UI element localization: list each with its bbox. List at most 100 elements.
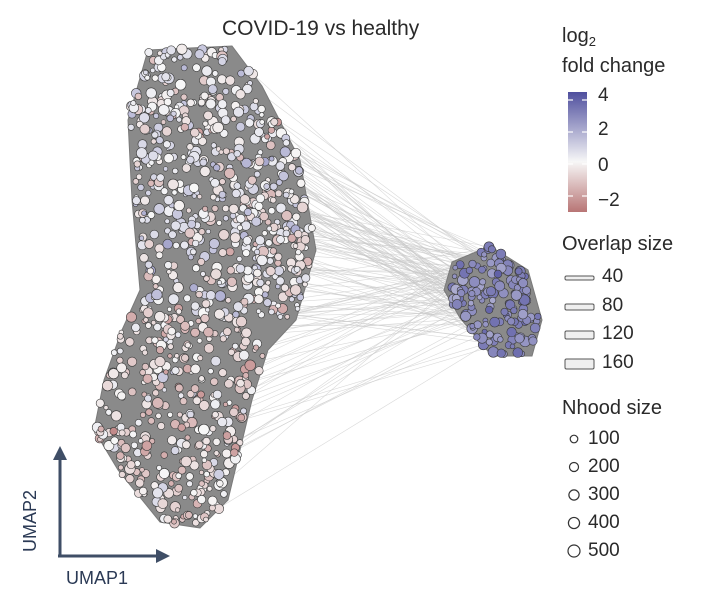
nhood-point — [294, 229, 303, 239]
nhood-point — [172, 167, 179, 175]
nhood-point — [300, 235, 311, 245]
nhood-point — [290, 147, 302, 159]
nhood-point — [198, 480, 205, 487]
nhood-point — [156, 345, 165, 354]
nhood-point — [468, 290, 476, 298]
nhood-point — [125, 474, 135, 484]
nhood-point — [176, 411, 183, 418]
nhood-point — [163, 166, 169, 172]
nhood-point — [186, 390, 195, 398]
nhood-point — [116, 362, 127, 374]
nhood-point — [138, 438, 144, 444]
nhood-point — [213, 469, 225, 480]
nhood-point — [143, 307, 154, 318]
nhood-point — [256, 278, 265, 287]
nhood-point — [161, 126, 172, 137]
nhood-point — [493, 269, 503, 279]
nhood-point — [257, 105, 266, 113]
nhood-point — [177, 423, 186, 432]
nhood-point — [270, 118, 279, 126]
nhood-point — [163, 153, 174, 164]
nhood-point — [199, 158, 208, 167]
nhood-point — [110, 410, 122, 422]
nhood-node-layer — [91, 43, 542, 529]
nhood-point — [166, 45, 176, 56]
nhood-point — [222, 88, 230, 95]
nhood-point — [180, 154, 187, 160]
nhood-point — [141, 440, 153, 451]
nhood-point — [155, 136, 164, 145]
nhood-point — [160, 451, 168, 459]
nhood-point — [182, 494, 188, 501]
nhood-point — [117, 391, 127, 401]
nhood-point — [282, 139, 290, 147]
nhood-point — [518, 278, 528, 288]
nhood-point — [167, 411, 173, 418]
nhood-point — [265, 279, 271, 286]
nhood-point — [245, 118, 254, 128]
overlap-edge — [212, 338, 520, 429]
nhood-point — [190, 489, 198, 497]
overlap-size-key — [564, 275, 595, 281]
nhood-point — [192, 264, 201, 273]
nhood-point — [296, 178, 306, 188]
nhood-point — [152, 283, 159, 290]
nhood-point — [489, 296, 497, 304]
nhood-point — [256, 308, 262, 314]
nhood-point — [263, 298, 272, 307]
nhood-point — [196, 337, 203, 344]
nhood-point — [210, 142, 217, 149]
nhood-point — [265, 239, 273, 247]
nhood-point — [202, 437, 211, 446]
nhood-point — [163, 97, 172, 107]
nhood-point — [232, 342, 239, 350]
nhood-point — [217, 57, 227, 66]
umap-axes — [53, 446, 170, 563]
nhood-point — [203, 275, 210, 282]
nhood-point — [256, 254, 268, 266]
nhood-point — [186, 155, 195, 164]
nhood-point — [176, 43, 188, 55]
overlap-size-key — [564, 330, 595, 340]
nhood-point — [139, 369, 146, 376]
overlap-size-key — [564, 303, 595, 311]
nhood-point — [145, 107, 152, 114]
nhood-point — [198, 423, 210, 436]
nhood-point — [506, 327, 517, 338]
nhood-point — [497, 336, 504, 343]
nhood-point — [190, 327, 200, 338]
nhood-point — [205, 307, 211, 313]
nhood-point — [176, 315, 185, 324]
nhood-point — [201, 299, 211, 309]
nhood-point — [198, 400, 210, 411]
nhood-point — [205, 98, 217, 110]
nhood-point — [150, 320, 157, 326]
nhood-key-label: 400 — [588, 512, 620, 533]
overlap-edge — [204, 324, 519, 518]
nhood-point — [468, 276, 481, 288]
nhood-point — [195, 290, 203, 299]
nhood-point — [254, 127, 264, 137]
nhood-point — [510, 307, 518, 315]
nhood-point — [180, 123, 189, 132]
nhood-point — [266, 140, 276, 150]
overlap-key-label: 80 — [602, 295, 624, 316]
nhood-point — [266, 257, 274, 265]
nhood-point — [287, 233, 297, 243]
nhood-point — [210, 268, 222, 280]
nhood-point — [194, 49, 205, 60]
nhood-point — [120, 443, 131, 453]
nhood-point — [201, 457, 207, 463]
nhood-point — [212, 437, 221, 446]
nhood-point — [233, 150, 241, 158]
chart-title: COVID-19 vs healthy — [222, 17, 420, 40]
nhood-point — [189, 283, 199, 293]
nhood-point — [224, 167, 236, 179]
nhood-point — [171, 518, 177, 525]
nhood-point — [284, 314, 290, 320]
nhood-point — [125, 337, 135, 347]
nhood-point — [146, 267, 154, 275]
nhood-legend-title: Nhood size — [562, 397, 663, 419]
nhood-point — [476, 294, 483, 301]
